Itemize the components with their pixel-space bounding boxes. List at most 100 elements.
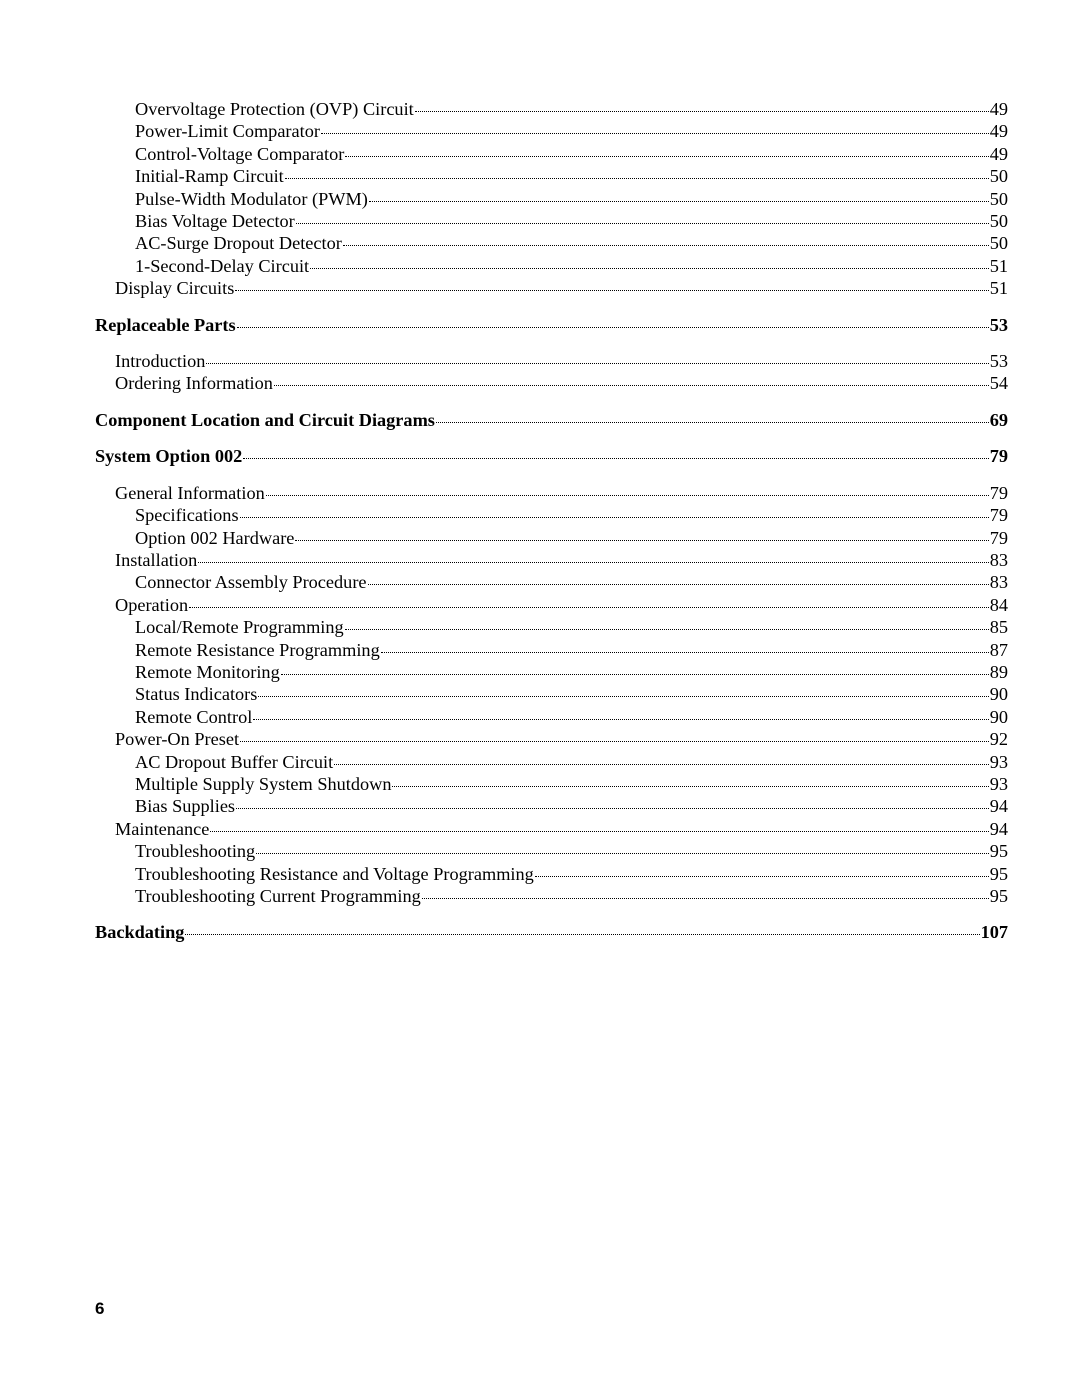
toc-leader-dots — [274, 385, 989, 386]
toc-entry-page: 79 — [990, 482, 1008, 504]
toc-entry-label: Troubleshooting — [135, 840, 255, 862]
toc-entry-page: 79 — [990, 445, 1008, 467]
toc-entry-page: 95 — [990, 885, 1008, 907]
toc-entry: Local/Remote Programming85 — [135, 616, 1008, 638]
toc-entry-page: 83 — [990, 571, 1008, 593]
toc-entry-page: 84 — [990, 594, 1008, 616]
toc-entry-page: 49 — [990, 120, 1008, 142]
toc-entry-page: 90 — [990, 706, 1008, 728]
toc-entry: Overvoltage Protection (OVP) Circuit 49 — [135, 98, 1008, 120]
toc-leader-dots — [185, 934, 979, 935]
toc-leader-dots — [310, 268, 989, 269]
toc-entry-label: Multiple Supply System Shutdown — [135, 773, 391, 795]
toc-entry: Operation 84 — [115, 594, 1008, 616]
toc-entry-label: Display Circuits — [115, 277, 234, 299]
toc-entry-label: Ordering Information — [115, 372, 273, 394]
toc-entry-page: 53 — [990, 350, 1008, 372]
toc-leader-dots — [258, 696, 988, 697]
toc-entry-label: Pulse-Width Modulator (PWM) — [135, 188, 368, 210]
toc-entry-page: 94 — [990, 795, 1008, 817]
toc-entry-label: Power-Limit Comparator — [135, 120, 320, 142]
toc-entry-label: Installation — [115, 549, 197, 571]
toc-entry-page: 49 — [990, 98, 1008, 120]
toc-leader-dots — [392, 786, 988, 787]
toc-leader-dots — [240, 517, 989, 518]
toc-entry-page: 89 — [990, 661, 1008, 683]
toc-leader-dots — [535, 876, 989, 877]
toc-entry-page: 95 — [990, 863, 1008, 885]
toc-entry-page: 90 — [990, 683, 1008, 705]
toc-leader-dots — [243, 458, 988, 459]
toc-entry: Remote Control90 — [135, 706, 1008, 728]
page-number: 6 — [95, 1299, 104, 1319]
toc-entry-label: Remote Resistance Programming — [135, 639, 380, 661]
toc-entry: AC-Surge Dropout Detector 50 — [135, 232, 1008, 254]
toc-leader-dots — [345, 629, 989, 630]
toc-entry: Remote Monitoring 89 — [135, 661, 1008, 683]
toc-entry: Troubleshooting Resistance and Voltage P… — [135, 863, 1008, 885]
toc-leader-dots — [266, 495, 989, 496]
toc-entry-label: Option 002 Hardware — [135, 527, 294, 549]
toc-entry: Backdating 107 — [95, 921, 1008, 943]
toc-leader-dots — [240, 741, 989, 742]
toc-entry: Maintenance 94 — [115, 818, 1008, 840]
toc-entry: Troubleshooting95 — [135, 840, 1008, 862]
toc-entry-label: General Information — [115, 482, 265, 504]
toc-entry: Control-Voltage Comparator49 — [135, 143, 1008, 165]
toc-entry: Introduction53 — [115, 350, 1008, 372]
toc-entry-page: 93 — [990, 751, 1008, 773]
toc-leader-dots — [436, 422, 989, 423]
toc-entry: Bias Supplies94 — [135, 795, 1008, 817]
toc-entry-label: AC-Surge Dropout Detector — [135, 232, 342, 254]
toc-entry-label: Remote Monitoring — [135, 661, 280, 683]
toc-entry-page: 53 — [990, 314, 1008, 336]
toc-leader-dots — [415, 111, 989, 112]
toc-entry-page: 50 — [990, 210, 1008, 232]
toc-entry: Installation 83 — [115, 549, 1008, 571]
toc-leader-dots — [210, 831, 988, 832]
toc-entry-page: 93 — [990, 773, 1008, 795]
toc-entry: General Information 79 — [115, 482, 1008, 504]
toc-entry-page: 107 — [981, 921, 1008, 943]
toc-leader-dots — [368, 584, 989, 585]
toc-entry: Specifications79 — [135, 504, 1008, 526]
toc-leader-dots — [381, 652, 989, 653]
toc-entry-label: Backdating — [95, 921, 184, 943]
toc-leader-dots — [198, 562, 988, 563]
document-page: Overvoltage Protection (OVP) Circuit 49 Po… — [0, 0, 1080, 1397]
toc-entry-label: Troubleshooting Current Programming — [135, 885, 421, 907]
toc-entry-label: Maintenance — [115, 818, 209, 840]
toc-entry-page: 94 — [990, 818, 1008, 840]
toc-entry-page: 83 — [990, 549, 1008, 571]
toc-entry-page: 85 — [990, 616, 1008, 638]
toc-entry-page: 50 — [990, 165, 1008, 187]
toc-entry-page: 79 — [990, 527, 1008, 549]
toc-entry-page: 51 — [990, 277, 1008, 299]
toc-entry-label: 1-Second-Delay Circuit — [135, 255, 309, 277]
toc-leader-dots — [345, 156, 988, 157]
toc-entry: Remote Resistance Programming87 — [135, 639, 1008, 661]
toc-leader-dots — [369, 201, 989, 202]
toc-entry: Initial-Ramp Circuit 50 — [135, 165, 1008, 187]
toc-leader-dots — [296, 223, 989, 224]
toc-leader-dots — [281, 674, 989, 675]
toc-entry-label: Component Location and Circuit Diagrams — [95, 409, 435, 431]
toc-entry-page: 79 — [990, 504, 1008, 526]
toc-leader-dots — [321, 133, 989, 134]
toc-entry-label: System Option 002 — [95, 445, 242, 467]
toc-entry-label: Bias Voltage Detector — [135, 210, 295, 232]
toc-entry: Multiple Supply System Shutdown 93 — [135, 773, 1008, 795]
toc-entry: System Option 002 79 — [95, 445, 1008, 467]
toc-entry: AC Dropout Buffer Circuit93 — [135, 751, 1008, 773]
toc-leader-dots — [295, 540, 988, 541]
toc-entry: Status Indicators90 — [135, 683, 1008, 705]
toc-entry-label: Operation — [115, 594, 188, 616]
toc-leader-dots — [206, 363, 988, 364]
toc-leader-dots — [422, 898, 989, 899]
toc-entry-page: 51 — [990, 255, 1008, 277]
toc-entry-label: Initial-Ramp Circuit — [135, 165, 284, 187]
toc-leader-dots — [237, 327, 989, 328]
toc-entry-page: 50 — [990, 232, 1008, 254]
toc-entry: 1-Second-Delay Circuit 51 — [135, 255, 1008, 277]
toc-entry-label: Overvoltage Protection (OVP) Circuit — [135, 98, 414, 120]
